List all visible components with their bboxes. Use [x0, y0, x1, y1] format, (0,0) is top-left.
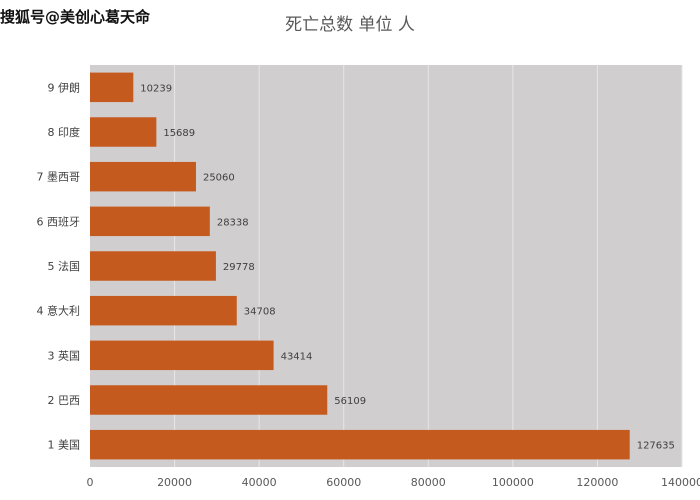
gridlines [174, 65, 683, 467]
x-tick-label: 140000 [661, 476, 700, 489]
data-label: 10239 [140, 83, 172, 94]
category-label: 4 意大利 [37, 304, 81, 318]
x-tick-label: 40000 [242, 476, 277, 489]
x-tick-label: 120000 [576, 476, 618, 489]
data-label: 43414 [281, 351, 313, 362]
bar [90, 206, 210, 237]
category-label: 3 英国 [48, 348, 81, 362]
bar [90, 385, 328, 415]
x-tick-label: 20000 [157, 476, 192, 489]
category-label: 1 美国 [48, 439, 81, 452]
bar [90, 340, 274, 371]
data-label: 25060 [203, 173, 235, 184]
bars [90, 72, 630, 460]
category-label: 6 西班牙 [37, 215, 81, 228]
data-labels: 127635 56109 43414 34708 29778 28338 25060 1568… [140, 83, 675, 451]
category-label: 8 印度 [48, 125, 81, 139]
x-tick-label: 0 [87, 476, 94, 489]
data-label: 29778 [223, 262, 255, 273]
x-tick-label: 80000 [411, 476, 446, 489]
bar [90, 117, 157, 147]
category-label: 2 巴西 [48, 394, 81, 407]
data-label: 34708 [244, 307, 276, 318]
category-label: 5 法国 [48, 259, 81, 273]
data-label: 127635 [637, 441, 675, 452]
bar [90, 295, 237, 326]
category-labels: 1 美国 2 巴西 3 英国 4 意大利 5 法国 6 西班牙 7 墨西哥 8 印度 9 伊朗 [37, 81, 81, 451]
bar [90, 251, 216, 281]
x-tick-label: 100000 [492, 476, 534, 489]
data-label: 56109 [334, 396, 366, 407]
x-tick-labels: 0 20000 40000 60000 80000 100000 120000 140000 [87, 476, 700, 489]
bar [90, 429, 630, 460]
bar [90, 161, 196, 192]
chart-title: 死亡总数 单位 人 [285, 15, 415, 35]
watermark: 搜狐号@美创心葛天命 [0, 8, 151, 26]
data-label: 28338 [217, 217, 249, 228]
category-label: 9 伊朗 [48, 81, 81, 94]
bar [90, 72, 134, 103]
data-label: 15689 [163, 128, 195, 139]
category-label: 7 墨西哥 [37, 171, 81, 184]
x-tick-label: 60000 [326, 476, 361, 489]
